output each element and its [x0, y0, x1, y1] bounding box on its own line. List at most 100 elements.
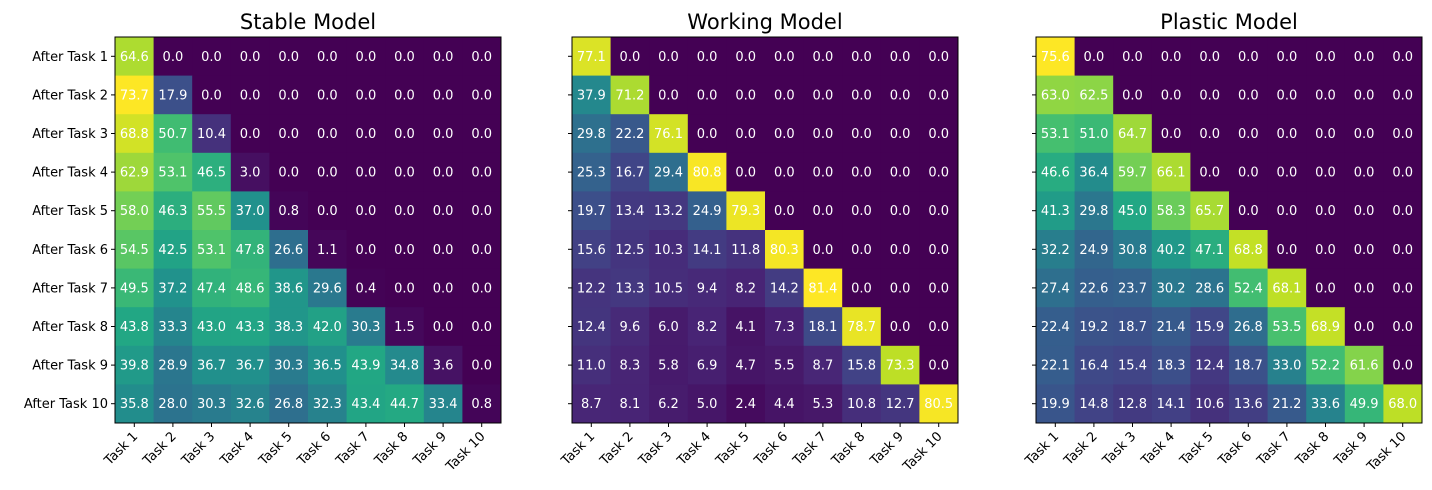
heatmap-cell [423, 152, 463, 192]
heatmap-cell [269, 345, 309, 385]
heatmap-cell [1151, 191, 1191, 231]
heatmap-cell [842, 114, 882, 154]
heatmap-cell [385, 307, 425, 347]
cell-value-label: 35.8 [120, 397, 149, 412]
cell-value-label: 37.2 [158, 281, 187, 296]
axes-frame [114, 36, 502, 424]
heatmap-cell [1113, 191, 1153, 231]
heatmap-cell [803, 152, 843, 192]
heatmap-cell [346, 114, 386, 154]
cell-value-label: 30.3 [197, 397, 226, 412]
heatmap-cell [572, 268, 612, 308]
cell-value-label: 27.4 [1041, 281, 1070, 296]
heatmap-cell [610, 230, 650, 270]
cell-value-label: 0.0 [278, 88, 299, 103]
cell-value-label: 22.1 [1041, 359, 1070, 374]
cell-value-label: 4.7 [735, 359, 756, 374]
heatmap-cell [1190, 345, 1230, 385]
heatmap-cell [610, 268, 650, 308]
cell-value-label: 0.0 [433, 50, 454, 65]
cell-value-label: 53.1 [158, 166, 187, 181]
cell-value-label: 15.6 [577, 243, 606, 258]
cell-value-label: 0.0 [1354, 204, 1375, 219]
cell-value-label: 0.0 [240, 88, 261, 103]
heatmap-cell [572, 384, 612, 424]
x-tick-label: Task 8 [828, 429, 868, 469]
x-tick-label: Task 2 [1061, 429, 1101, 469]
x-tick-label: Task 6 [294, 429, 334, 469]
cell-value-label: 0.8 [471, 397, 492, 412]
heatmap-cell [1190, 268, 1230, 308]
cell-value-label: 4.1 [735, 320, 756, 335]
heatmap-cell [230, 75, 270, 115]
cell-value-label: 0.0 [1392, 166, 1413, 181]
cell-value-label: 0.0 [1199, 50, 1220, 65]
heatmap-cell [1074, 307, 1114, 347]
heatmap-cell [649, 230, 689, 270]
heatmap-cell [462, 191, 502, 231]
heatmap-cell [1229, 114, 1269, 154]
cell-value-label: 0.0 [1122, 50, 1143, 65]
heatmap-cell [803, 230, 843, 270]
cell-value-label: 41.3 [1041, 204, 1070, 219]
heatmap-cell [610, 75, 650, 115]
heatmap-cell [192, 114, 232, 154]
cell-value-label: 0.0 [1199, 88, 1220, 103]
cell-value-label: 59.7 [1118, 166, 1147, 181]
cell-value-label: 0.0 [1392, 50, 1413, 65]
cell-value-label: 36.4 [1079, 166, 1108, 181]
heatmap-cell [153, 268, 193, 308]
heatmap-cell [308, 345, 348, 385]
heatmap-cell [385, 75, 425, 115]
heatmap-cell [115, 268, 155, 308]
heatmap-cell [803, 191, 843, 231]
heatmap-cell [726, 230, 766, 270]
cell-value-label: 5.0 [697, 397, 718, 412]
cell-value-label: 45.0 [1118, 204, 1147, 219]
x-tick-label: Task 5 [713, 429, 753, 469]
heatmap-cell [192, 152, 232, 192]
heatmap-cell [880, 75, 920, 115]
cell-value-label: 55.5 [197, 204, 226, 219]
cell-value-label: 0.0 [471, 88, 492, 103]
heatmap-cell [1151, 75, 1191, 115]
cell-value-label: 0.0 [813, 166, 834, 181]
heatmap-cell [153, 307, 193, 347]
cell-value-label: 15.4 [1118, 359, 1147, 374]
cell-value-label: 43.3 [236, 320, 265, 335]
heatmap-cell [919, 114, 959, 154]
heatmap-cell [269, 268, 309, 308]
heatmap-cell [1190, 384, 1230, 424]
cell-value-label: 0.0 [851, 50, 872, 65]
cell-value-label: 0.0 [735, 50, 756, 65]
cell-value-label: 30.2 [1157, 281, 1186, 296]
cell-value-label: 0.0 [890, 166, 911, 181]
heatmap-cell [423, 307, 463, 347]
x-tick-label: Task 8 [1292, 429, 1332, 469]
heatmap-cell [842, 345, 882, 385]
cell-value-label: 0.0 [697, 127, 718, 142]
heatmap-cell [153, 37, 193, 77]
heatmap-cell [1113, 307, 1153, 347]
cell-value-label: 0.0 [1392, 320, 1413, 335]
x-tick-label: Task 8 [371, 429, 411, 469]
heatmap-cell [572, 230, 612, 270]
cell-value-label: 14.1 [693, 243, 722, 258]
cell-value-label: 12.2 [577, 281, 606, 296]
cell-value-label: 0.0 [1354, 88, 1375, 103]
heatmap-cell [880, 307, 920, 347]
heatmap-cell [153, 75, 193, 115]
cell-value-label: 58.0 [120, 204, 149, 219]
heatmap-cell [842, 384, 882, 424]
cell-value-label: 29.8 [577, 127, 606, 142]
heatmap-cell [919, 307, 959, 347]
cell-value-label: 66.1 [1157, 166, 1186, 181]
heatmap-cell [1383, 114, 1423, 154]
cell-value-label: 62.9 [120, 166, 149, 181]
cell-value-label: 0.0 [1277, 50, 1298, 65]
heatmap-cell [1074, 37, 1114, 77]
cell-value-label: 13.4 [615, 204, 644, 219]
heatmap-cell [803, 307, 843, 347]
heatmap-cell [726, 75, 766, 115]
cell-value-label: 26.8 [274, 397, 303, 412]
